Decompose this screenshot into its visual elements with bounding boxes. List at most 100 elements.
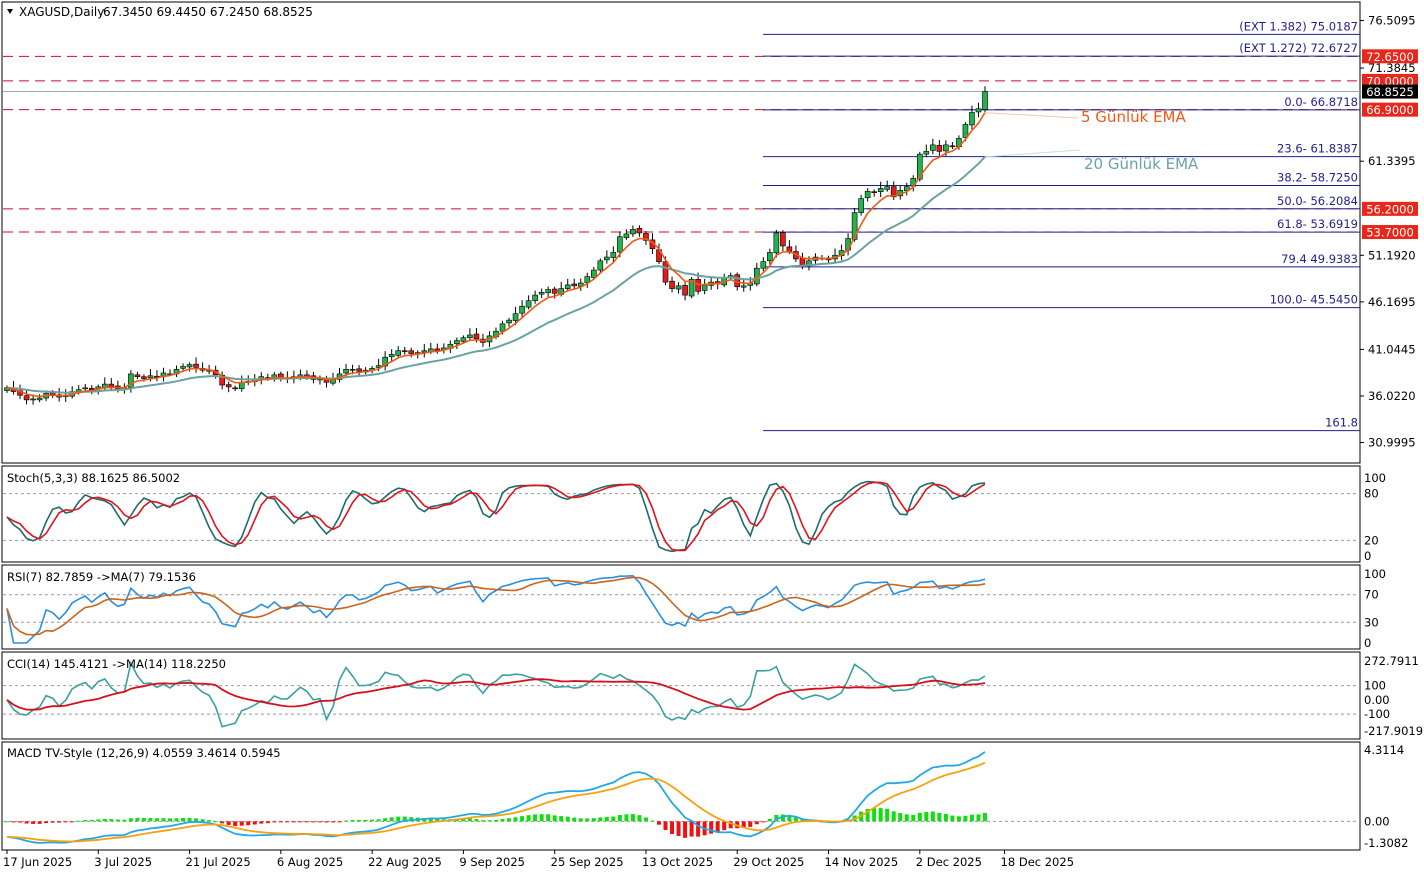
macd-histogram-bar xyxy=(324,821,329,823)
candle-down xyxy=(682,285,688,296)
candle-up xyxy=(740,285,747,288)
macd-histogram-bar xyxy=(298,821,303,823)
indicator-axis-label: 0 xyxy=(1364,636,1371,650)
macd-histogram-bar xyxy=(317,821,322,823)
macd-histogram-bar xyxy=(539,814,544,822)
candle-up xyxy=(349,368,356,371)
candle-up xyxy=(969,112,975,126)
fib-level-label: (EXT 1.382) 75.0187 xyxy=(1239,19,1358,33)
stoch-signal-line xyxy=(6,481,986,552)
macd-histogram-bar xyxy=(494,819,498,822)
macd-histogram-bar xyxy=(604,816,609,822)
resistance-price-text: 53.7000 xyxy=(1366,226,1414,240)
macd-histogram-bar xyxy=(11,821,16,823)
macd-histogram-bar xyxy=(637,815,642,822)
ema5-label: 5 Günlük EMA xyxy=(1081,108,1186,126)
fib-level-label: 0.0- 66.8718 xyxy=(1284,95,1358,109)
macd-histogram-bar xyxy=(135,817,140,822)
macd-histogram-bar xyxy=(428,818,433,822)
candle-up xyxy=(525,300,532,308)
price-axis-label: 61.3395 xyxy=(1368,154,1416,168)
fib-level-label: 38.2- 58.7250 xyxy=(1277,170,1358,184)
macd-histogram-bar xyxy=(233,821,238,826)
macd-line xyxy=(6,751,986,844)
macd-histogram-bar xyxy=(480,820,485,822)
macd-histogram-bar xyxy=(213,821,218,823)
candle-down xyxy=(473,333,480,339)
candle-down xyxy=(23,395,30,401)
time-axis-label: 17 Jun 2025 xyxy=(3,855,72,869)
candle-up xyxy=(512,313,519,321)
candle-up xyxy=(688,279,695,297)
macd-histogram-bar xyxy=(194,818,199,822)
candle-down xyxy=(193,363,199,368)
resistance-price-text: 56.2000 xyxy=(1366,202,1414,216)
macd-histogram-bar xyxy=(252,821,257,825)
macd-histogram-bar xyxy=(533,814,538,822)
macd-histogram-bar xyxy=(220,821,225,824)
macd-histogram-bar xyxy=(181,817,186,822)
macd-histogram-bar xyxy=(141,817,146,822)
macd-histogram-bar xyxy=(246,821,251,826)
macd-histogram-bar xyxy=(467,818,472,822)
candle-up xyxy=(180,366,186,369)
macd-histogram-bar xyxy=(272,821,277,823)
time-axis-label: 6 Aug 2025 xyxy=(277,855,343,869)
price-axis-label: 71.3845 xyxy=(1368,61,1416,75)
candle-down xyxy=(141,376,147,379)
candle-up xyxy=(343,368,349,374)
macd-histogram-bar xyxy=(767,818,772,822)
time-axis-label: 13 Oct 2025 xyxy=(642,855,713,869)
candle-down xyxy=(356,368,362,372)
macd-histogram-bar xyxy=(128,818,133,822)
stoch-panel-frame xyxy=(1,465,1361,563)
time-axis-label: 25 Sep 2025 xyxy=(551,855,624,869)
candle-down xyxy=(225,384,232,388)
macd-histogram-bar xyxy=(57,821,62,823)
price-axis-label: 46.1695 xyxy=(1368,295,1416,309)
macd-histogram-bar xyxy=(389,817,394,822)
candle-down xyxy=(786,246,793,252)
macd-histogram-bar xyxy=(291,821,296,823)
candle-up xyxy=(982,91,988,110)
macd-histogram-bar xyxy=(670,821,675,835)
macd-panel-frame xyxy=(1,741,1361,851)
macd-histogram-bar xyxy=(741,821,746,828)
macd-histogram-bar xyxy=(761,821,766,823)
candle-up xyxy=(858,198,864,213)
candle-up xyxy=(421,350,428,353)
rsi-panel-frame xyxy=(1,564,1361,650)
candle-up xyxy=(506,319,512,324)
candle-up xyxy=(962,124,969,138)
collapse-triangle-icon[interactable] xyxy=(7,9,13,14)
fib-level-label: 161.8 xyxy=(1325,416,1358,430)
candle-up xyxy=(630,228,636,235)
macd-histogram-bar xyxy=(872,808,877,822)
candle-up xyxy=(767,252,773,262)
macd-histogram-bar xyxy=(115,819,120,822)
candle-up xyxy=(851,212,858,240)
macd-histogram-bar xyxy=(891,811,896,822)
candle-down xyxy=(643,233,649,241)
candle-up xyxy=(454,340,460,345)
rsi-ma-line xyxy=(6,576,986,636)
candle-up xyxy=(382,356,388,367)
candle-up xyxy=(877,188,884,192)
candle-up xyxy=(760,261,767,269)
ema5-line xyxy=(6,112,986,398)
macd-histogram-bar xyxy=(76,820,81,822)
time-axis-label: 3 Jul 2025 xyxy=(94,855,152,869)
macd-histogram-bar xyxy=(754,821,759,825)
macd-histogram-bar xyxy=(24,821,29,824)
macd-histogram-bar xyxy=(683,821,688,838)
macd-histogram-bar xyxy=(728,821,733,829)
macd-histogram-bar xyxy=(337,821,342,823)
macd-histogram-bar xyxy=(311,821,316,823)
resistance-price-tag xyxy=(1362,102,1418,117)
candle-up xyxy=(499,323,506,332)
candle-down xyxy=(936,145,943,152)
candle-up xyxy=(584,276,591,283)
candle-up xyxy=(564,284,571,289)
candle-up xyxy=(538,292,545,295)
